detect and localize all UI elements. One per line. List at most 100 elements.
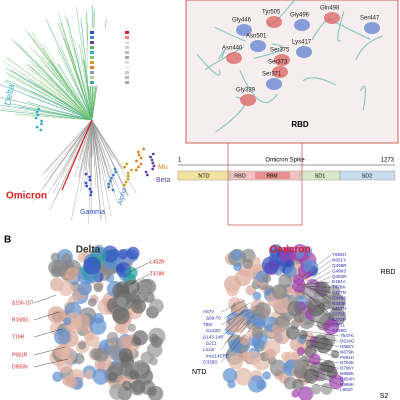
mutation-label: T547K <box>340 333 354 338</box>
residue-label: Gln498 <box>320 6 340 12</box>
tree-branch <box>59 119 93 166</box>
protein-atom <box>64 312 83 331</box>
tree-tip <box>111 188 115 192</box>
protein-atom <box>251 256 261 266</box>
tree-branch <box>73 45 93 121</box>
protein-atom <box>246 350 261 366</box>
protein-atom <box>323 318 340 335</box>
tree-tip <box>39 128 43 132</box>
tree-branch <box>26 101 93 121</box>
legend-swatch <box>125 76 129 79</box>
tree-branch <box>46 53 93 121</box>
protein-atom <box>89 317 107 335</box>
tree-branch <box>52 119 93 194</box>
protein-atom <box>87 297 97 307</box>
protein-atom <box>127 323 137 332</box>
mutation-label: ins214EPE <box>206 353 229 358</box>
protein-atom <box>78 341 87 350</box>
legend-swatch <box>125 66 129 69</box>
mutation-label: K417N <box>332 306 346 311</box>
leader-line <box>223 320 251 357</box>
protein-atom <box>117 284 126 294</box>
ribbon <box>215 96 246 133</box>
protein-atom <box>284 259 293 268</box>
protein-atom <box>116 263 125 273</box>
residue-surface <box>236 24 252 36</box>
protein-atom <box>262 274 272 283</box>
mutation-label: S373P <box>332 317 346 322</box>
lineage-label: Delta <box>3 84 16 106</box>
tree-tip <box>37 107 41 111</box>
tree-branch <box>10 103 93 121</box>
tree-tip <box>88 187 92 191</box>
tree-branch <box>83 119 93 166</box>
spike-start: 1 <box>178 158 182 164</box>
tree-tip <box>113 167 117 171</box>
tree-tip <box>123 183 126 187</box>
protein-atom <box>309 353 321 366</box>
protein-atom <box>234 367 253 386</box>
leader-line <box>129 261 151 273</box>
protein-atom <box>291 389 300 398</box>
leader-line <box>297 289 332 310</box>
protein-atom <box>292 359 304 371</box>
residue-label: Lys417 <box>292 40 312 46</box>
tree-branch <box>6 57 93 121</box>
mutation-label: D614G <box>340 339 355 344</box>
tree-tip <box>145 173 149 177</box>
leader-line <box>223 302 251 319</box>
residue-surface <box>240 94 256 106</box>
protein-atom <box>291 278 306 293</box>
leader-line <box>309 319 332 326</box>
tree-legend <box>88 28 158 86</box>
protein-atom <box>287 300 304 317</box>
protein-atom <box>251 326 264 338</box>
tree-branch <box>40 54 93 121</box>
tree-branch <box>91 119 122 168</box>
mutation-label: T478K <box>332 285 346 290</box>
tree-tip <box>136 150 140 154</box>
mutation-label: G496S <box>332 268 346 273</box>
protein-atom <box>149 298 164 314</box>
protein-atom <box>109 383 126 400</box>
protein-atom <box>320 382 333 395</box>
protein-atom <box>311 294 322 306</box>
tree-branch <box>91 119 102 219</box>
protein-atom <box>106 331 119 344</box>
protein-atom <box>312 334 329 351</box>
mutation-label: P681H <box>340 355 354 360</box>
tree-tip <box>130 168 133 172</box>
mutation-label: N501Y <box>332 258 346 263</box>
tree-tip <box>111 173 115 177</box>
tree-branch <box>0 104 93 121</box>
mutation-label: G142D <box>206 328 221 333</box>
tree-branch <box>0 84 93 121</box>
region-label: RBD <box>381 269 396 276</box>
leader-line <box>309 369 340 380</box>
legend-swatch <box>125 41 129 44</box>
tree-tip <box>84 172 88 176</box>
leader-line <box>220 299 246 313</box>
tree-branch <box>4 80 93 121</box>
region-label: S2 <box>380 393 389 400</box>
legend-swatch <box>125 46 129 49</box>
protein-atom <box>63 317 72 326</box>
residue-surface <box>250 40 266 52</box>
tree-branch <box>57 48 93 121</box>
residue-surface <box>266 78 282 90</box>
leader-line <box>33 311 60 321</box>
residue-surface <box>324 12 340 24</box>
mutation-label: N969K <box>340 382 355 387</box>
legend-swatch <box>90 66 94 69</box>
residue-label: Ser371 <box>262 72 282 78</box>
protein-atom <box>133 301 143 310</box>
leader-line <box>301 285 332 288</box>
tree-tip <box>88 175 92 179</box>
tree-branch <box>0 108 93 121</box>
leader-line <box>313 288 332 304</box>
legend-swatch <box>90 51 94 54</box>
legend-swatch <box>125 51 129 54</box>
residue-label: Tyr505 <box>262 10 281 16</box>
domain-label: SD2 <box>362 173 373 179</box>
mutation-label: T19R <box>12 334 25 340</box>
